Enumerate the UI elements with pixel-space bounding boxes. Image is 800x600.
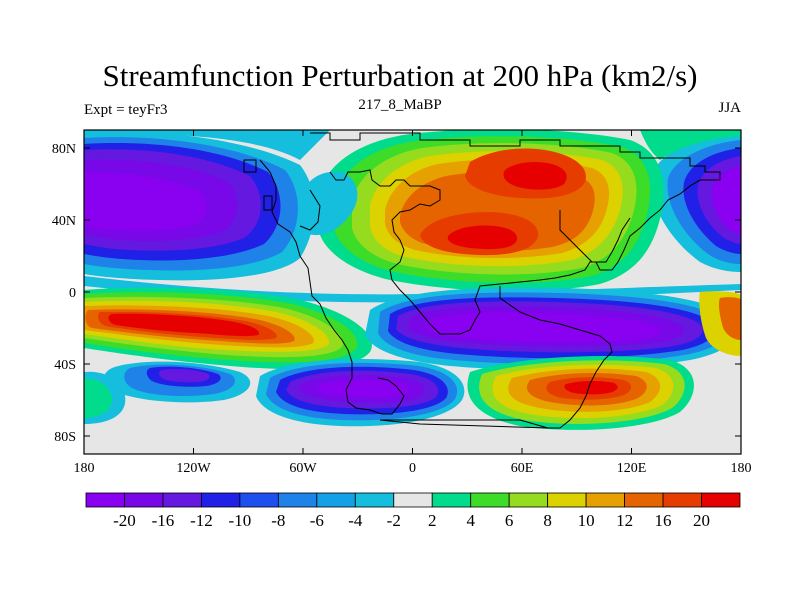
colorbar-label: 6 [505, 511, 514, 530]
colorbar-swatch [701, 492, 741, 508]
colorbar-label: 20 [693, 511, 710, 530]
colorbar-label: -2 [387, 511, 401, 530]
colorbar-label: -20 [113, 511, 136, 530]
x-tick-label: 120E [617, 461, 647, 476]
coastlines [243, 132, 721, 429]
colorbar-swatch [624, 492, 664, 508]
colorbar-swatch [547, 492, 587, 508]
colorbar-label: -10 [229, 511, 252, 530]
y-tick-label: 40S [54, 358, 76, 373]
plot-title: Streamfunction Perturbation at 200 hPa (… [102, 58, 698, 93]
colorbar-swatch [393, 492, 433, 508]
ne-edge-band [640, 130, 741, 160]
colorbar-label: 10 [578, 511, 595, 530]
atlantic-tongue [300, 171, 358, 236]
colorbar-swatch [316, 492, 356, 508]
colorbar-swatch [662, 492, 702, 508]
colorbar-swatch [162, 492, 202, 508]
y-axis: 80N 40N 0 40S 80S [52, 142, 741, 445]
contour-fill [84, 130, 741, 454]
colorbar-swatch [239, 492, 279, 508]
ne-pacific-low [651, 134, 741, 272]
colorbar-label: -6 [310, 511, 324, 530]
colorbar-label: 2 [428, 511, 437, 530]
colorbar-swatch [354, 492, 395, 508]
colorbar-label: -12 [190, 511, 213, 530]
colorbar-label: 4 [466, 511, 475, 530]
x-tick-label: 0 [409, 461, 416, 476]
indian-ocean-low [365, 287, 740, 370]
colorbar-swatch [201, 492, 241, 508]
case-label: 217_8_MaBP [358, 97, 442, 113]
x-tick-label: 120W [176, 461, 211, 476]
colorbar-swatch [470, 492, 510, 508]
x-tick-label: 180 [731, 461, 752, 476]
x-tick-label: 60W [289, 461, 317, 476]
y-tick-label: 0 [69, 286, 76, 301]
sw-edge-patch-core [84, 378, 113, 418]
colorbar-swatch [277, 492, 318, 508]
top-band [84, 130, 330, 160]
sw-pacific-low [103, 361, 251, 403]
x-tick-label: 60E [511, 461, 534, 476]
experiment-label: Expt = teyFr3 [84, 102, 168, 118]
season-label: JJA [718, 100, 741, 116]
colorbar-label: 16 [655, 511, 672, 530]
eurasian-high [320, 130, 664, 292]
s-pacific-high [84, 287, 372, 370]
colorbar-label: -16 [152, 511, 175, 530]
colorbar-label: 12 [616, 511, 633, 530]
east-edge-high-core [718, 297, 741, 340]
x-axis: 180 120W 60W 0 60E 120E 180 [74, 130, 752, 476]
colorbar-swatch [431, 492, 472, 508]
colorbar-swatch [85, 492, 125, 508]
colorbar-swatch [508, 492, 549, 508]
colorbar-swatch [585, 492, 625, 508]
colorbar-swatch [124, 492, 164, 508]
x-tick-label: 180 [74, 461, 95, 476]
colorbar: -20 -16 -12 -10 -8 -6 -4 -2 2 4 6 8 10 12 16 20 [85, 492, 741, 530]
colorbar-label: -4 [348, 511, 363, 530]
s-atlantic-low [256, 358, 465, 427]
colorbar-label: 8 [543, 511, 552, 530]
se-indian-high [467, 356, 694, 430]
y-tick-label: 80N [52, 142, 76, 157]
y-tick-label: 80S [54, 430, 76, 445]
y-tick-label: 40N [52, 214, 76, 229]
colorbar-label: -8 [271, 511, 285, 530]
